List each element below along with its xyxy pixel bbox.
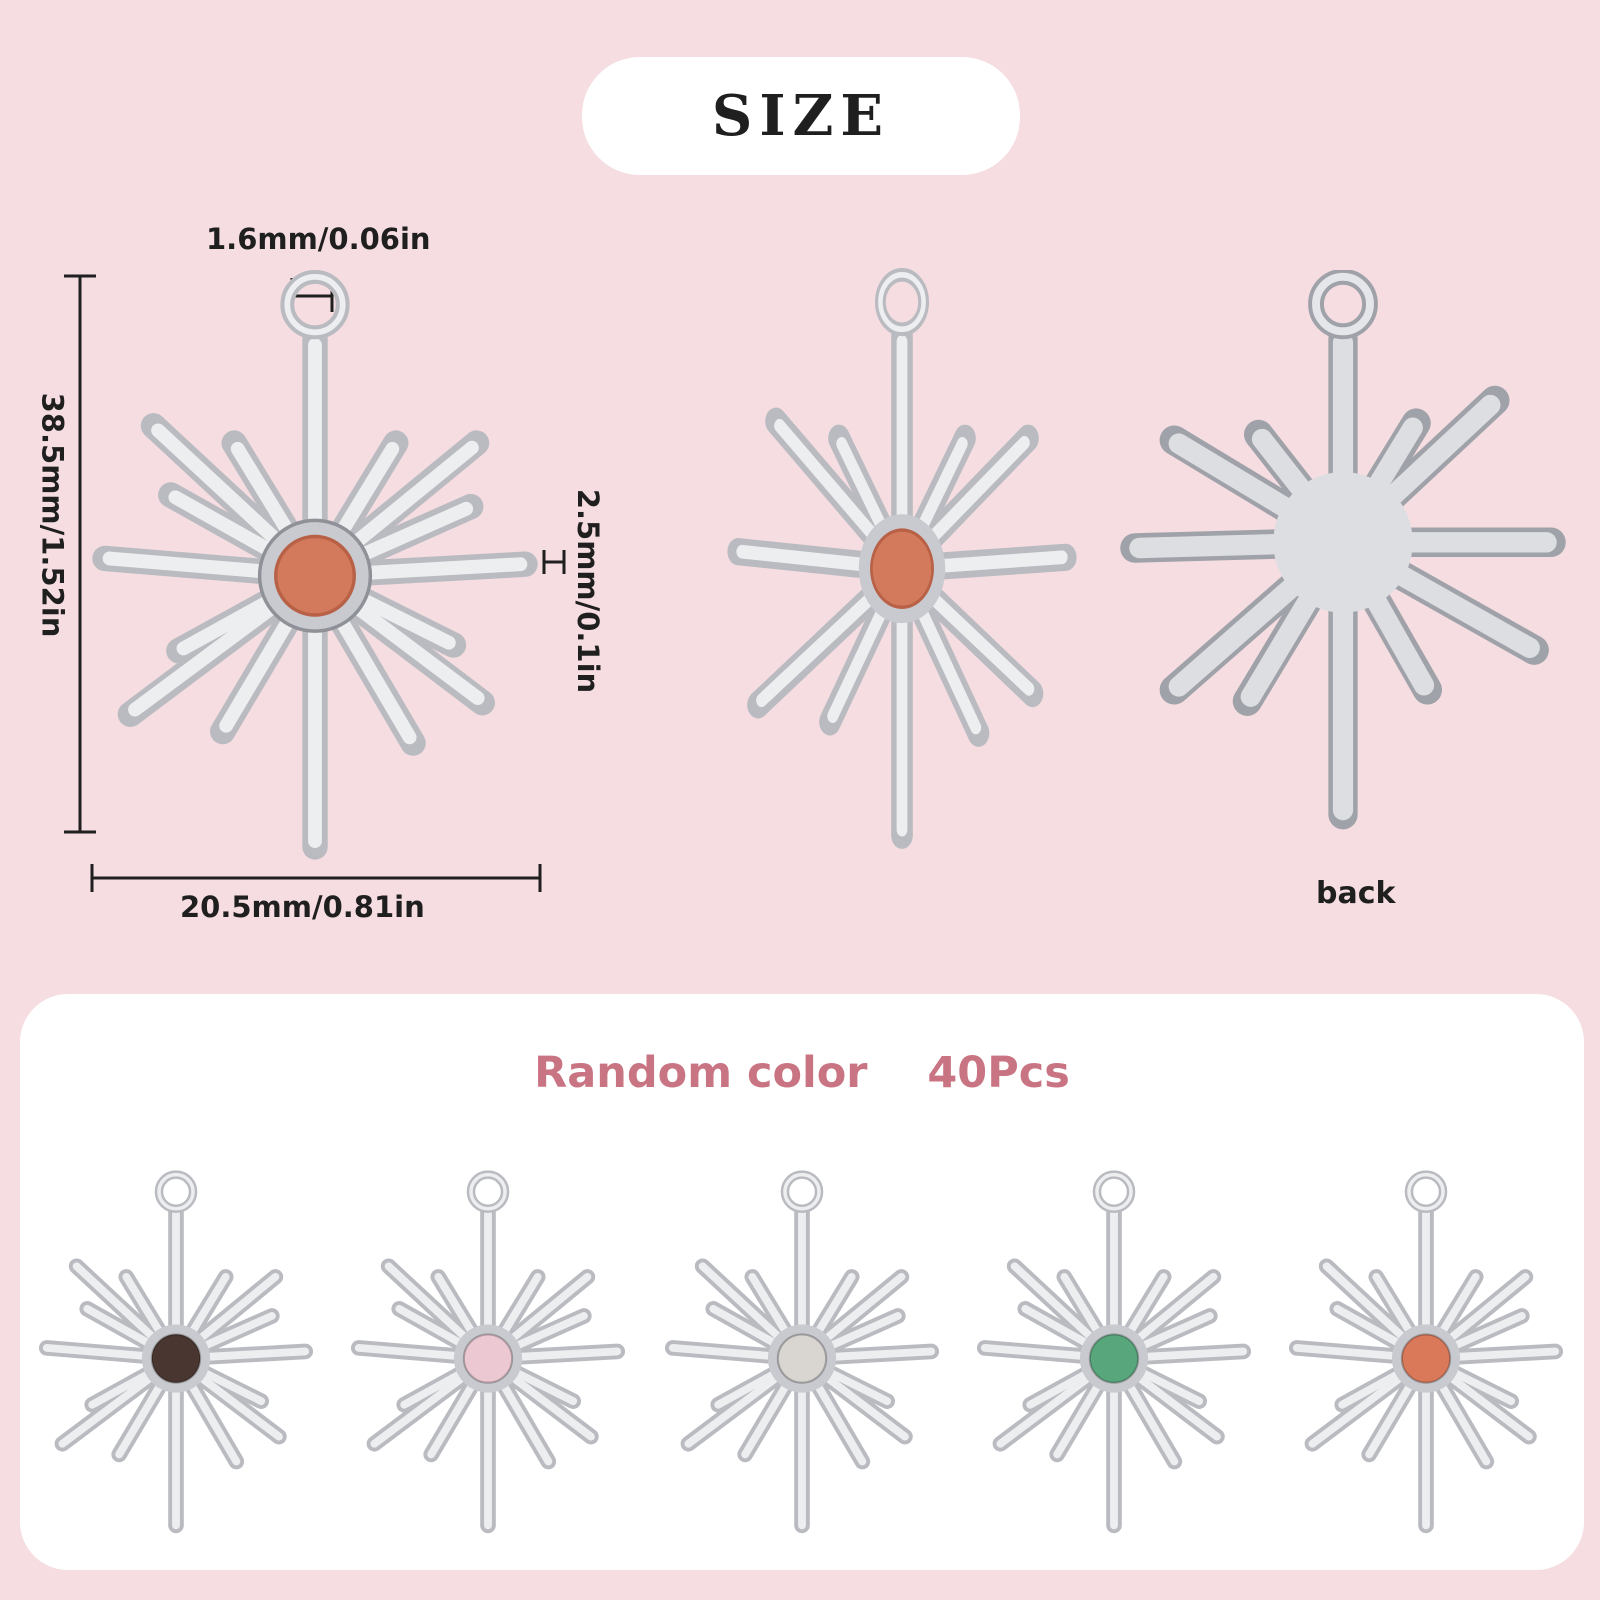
stone-4: [1088, 1333, 1140, 1384]
stone-5: [1400, 1333, 1452, 1384]
sun-charm-back-image: [1120, 268, 1566, 830]
sun-charm-image: [350, 1170, 626, 1534]
stone: [870, 528, 934, 609]
random-color-title: Random color 40Pcs: [534, 1048, 1070, 1098]
stone-2: [462, 1333, 514, 1384]
color-variant-charm: [660, 1170, 944, 1540]
size-title-pill: SIZE: [582, 57, 1020, 175]
stone: [274, 534, 356, 617]
charm-front-dimensioned: [80, 270, 550, 870]
width-label: 20.5mm/0.81in: [180, 890, 425, 924]
loop-width-label: 1.6mm/0.06in: [206, 222, 431, 256]
back-view-label: back: [1316, 876, 1396, 911]
color-variant-charm: [1284, 1170, 1568, 1540]
color-variant-charm: [34, 1170, 318, 1540]
color-variant-charm: [346, 1170, 630, 1540]
color-variant-charm: [972, 1170, 1256, 1540]
thickness-label: 2.5mm/0.1in: [571, 488, 606, 694]
charm-back-view: [1118, 268, 1568, 860]
stone-1: [150, 1333, 202, 1384]
stone-3: [776, 1333, 828, 1384]
sun-charm-angled-image: [727, 268, 1077, 849]
sun-charm-image: [38, 1170, 314, 1534]
sun-charm-front-image: [92, 270, 538, 860]
sun-charm-image: [664, 1170, 940, 1534]
charm-angled-view: [722, 268, 1082, 858]
random-color-panel: Random color 40Pcs: [20, 994, 1584, 1570]
size-title: SIZE: [711, 83, 891, 149]
sun-charm-image: [976, 1170, 1252, 1534]
height-label: 38.5mm/1.52in: [35, 392, 70, 638]
sun-charm-image: [1288, 1170, 1564, 1534]
